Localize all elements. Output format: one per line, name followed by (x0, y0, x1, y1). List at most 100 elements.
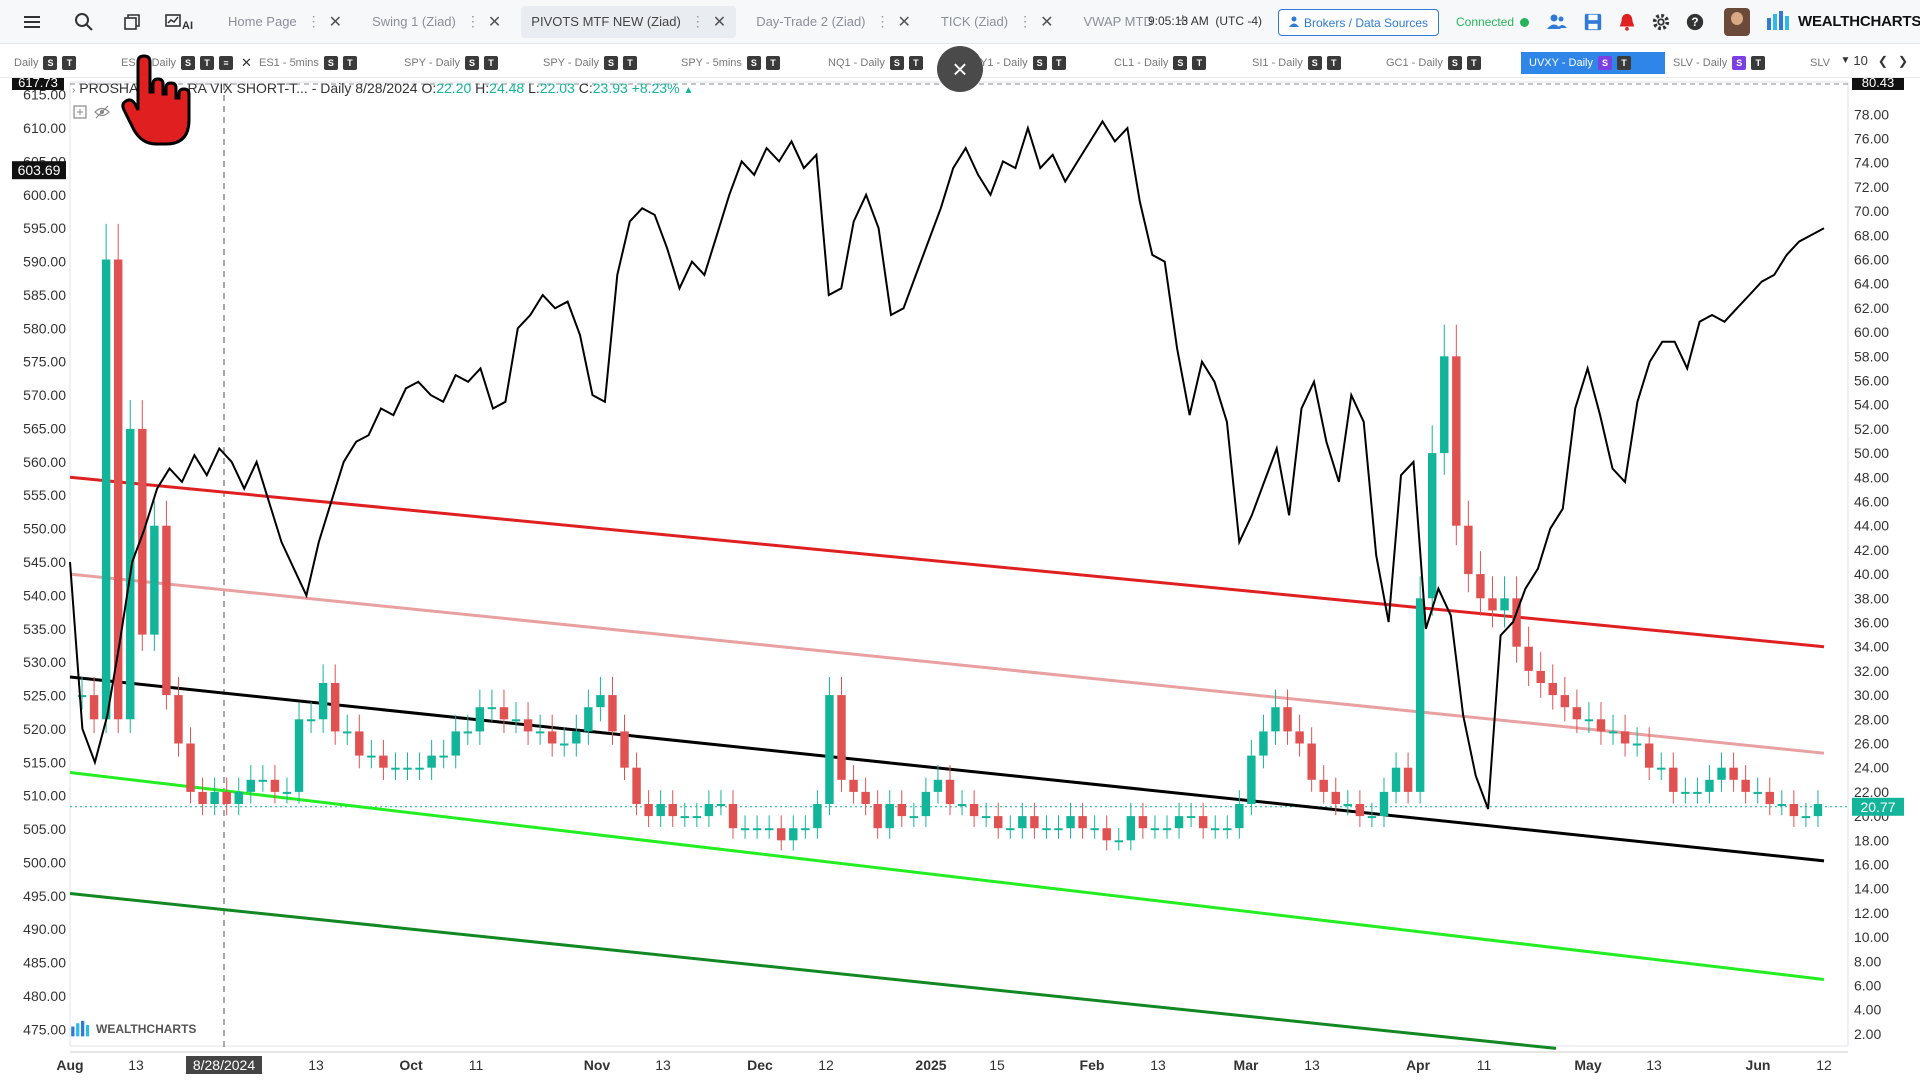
sync-t-badge[interactable]: T (765, 56, 780, 70)
close-tab-icon[interactable]: ✕ (328, 13, 343, 31)
chart-tab-active[interactable]: UVXY - Daily S T (1521, 52, 1665, 74)
sync-t-badge[interactable]: T (1616, 56, 1631, 70)
sync-t-badge[interactable]: T (484, 56, 499, 70)
more-icon[interactable]: ⋮ (875, 13, 890, 29)
sync-t-badge[interactable]: T (623, 56, 638, 70)
brokers-data-sources-button[interactable]: Brokers / Data Sources (1278, 9, 1440, 36)
sync-s-badge[interactable]: S (181, 56, 196, 70)
sync-t-badge[interactable]: T (200, 56, 215, 70)
sync-s-badge[interactable]: S (1447, 56, 1462, 70)
candle-body (620, 731, 629, 768)
sync-s-badge[interactable]: S (1307, 56, 1322, 70)
candle-body (1452, 356, 1461, 526)
chart-tab[interactable]: SPY - 5mins S T (681, 52, 780, 74)
layout-tab-daytrade[interactable]: Day-Trade 2 (Ziad) ⋮ ✕ (746, 6, 921, 38)
right-axis-tick: 24.00 (1854, 760, 1889, 776)
layout-tab-home[interactable]: Home Page ⋮ ✕ (218, 6, 352, 38)
trend-line[interactable] (69, 771, 1825, 981)
chart-tab[interactable]: SLV (1810, 52, 1830, 74)
windows-icon[interactable] (110, 0, 154, 44)
trend-lines[interactable] (69, 475, 1825, 1050)
sync-t-badge[interactable]: T (1751, 56, 1766, 70)
candle-body (1512, 598, 1521, 647)
sync-s-badge[interactable]: S (889, 56, 904, 70)
chart-panel[interactable]: 615.00610.00605.00600.00595.00590.00585.… (0, 78, 1920, 1080)
sync-s-badge[interactable]: S (1732, 56, 1747, 70)
chart-tab[interactable]: GC1 - Daily S T (1386, 52, 1481, 74)
sync-s-badge[interactable]: S (43, 56, 58, 70)
chart-tab[interactable]: SLV - Daily S T (1673, 52, 1766, 74)
right-top-price-label: 80.43 (1862, 78, 1895, 90)
chevron-left-icon[interactable]: ❮ (1877, 53, 1888, 68)
sync-s-badge[interactable]: S (465, 56, 480, 70)
hide-eye-icon[interactable] (94, 104, 110, 120)
search-icon[interactable] (62, 0, 106, 44)
sync-t-badge[interactable]: T (1192, 56, 1207, 70)
chart-tab[interactable]: ES1 - 5mins S T (259, 52, 357, 74)
legend-collapse-icon[interactable]: › (72, 85, 76, 96)
close-tab-icon[interactable]: ✕ (897, 13, 911, 31)
chart-tab[interactable]: SI1 - Daily S T (1252, 52, 1341, 74)
layout-tab-pivots[interactable]: PIVOTS MTF NEW (Ziad) ⋮ ✕ (521, 5, 737, 38)
trend-line[interactable] (69, 892, 1557, 1050)
bell-icon[interactable] (1616, 11, 1638, 33)
settings-badge[interactable]: ≡ (219, 56, 234, 70)
right-axis-tick: 14.00 (1854, 881, 1889, 897)
layout-tab-vwap[interactable]: VWAP MTD (1074, 6, 1163, 38)
sync-s-badge[interactable]: S (1597, 56, 1612, 70)
help-icon[interactable]: ? (1684, 11, 1706, 33)
price-chart[interactable]: 615.00610.00605.00600.00595.00590.00585.… (0, 78, 1920, 1080)
add-tab-button[interactable]: + (1176, 10, 1189, 32)
candle-body (909, 816, 919, 819)
close-chart-tab-icon[interactable]: ✕ (241, 55, 252, 70)
close-tab-icon[interactable]: ✕ (1040, 13, 1054, 31)
candle-body (825, 695, 834, 804)
chart-tab[interactable]: CL1 - Daily S T (1114, 52, 1207, 74)
chart-tab-label: NQ1 - Daily (828, 57, 885, 69)
sync-t-badge[interactable]: T (908, 56, 923, 70)
chart-tab[interactable]: SPY - Daily S T (404, 52, 499, 74)
sync-t-badge[interactable]: T (62, 56, 77, 70)
avatar[interactable] (1724, 8, 1750, 36)
ai-chart-icon[interactable]: AI (158, 0, 198, 44)
sync-s-badge[interactable]: S (323, 56, 338, 70)
clock-time: 9:05:13 AM (1148, 14, 1209, 28)
chart-watermark: WEALTHCHARTS (70, 1020, 196, 1038)
save-icon[interactable] (1582, 11, 1604, 33)
sync-t-badge[interactable]: T (1466, 56, 1481, 70)
close-tab-icon[interactable]: ✕ (487, 13, 502, 31)
more-icon[interactable]: ⋮ (690, 13, 705, 29)
layout-tab-tick[interactable]: TICK (Ziad) ⋮ ✕ (931, 6, 1064, 38)
users-icon[interactable] (1546, 11, 1568, 33)
chart-tab[interactable]: ES1 - Daily S T ≡ ✕ (121, 52, 252, 74)
chart-tab[interactable]: Y1 - Daily S T (980, 52, 1066, 74)
add-indicator-icon[interactable] (72, 104, 88, 120)
hamburger-icon[interactable] (10, 0, 54, 44)
more-icon[interactable]: ⋮ (465, 13, 480, 29)
more-icon[interactable]: ⋮ (306, 13, 321, 29)
left-axis-tick: 555.00 (23, 487, 66, 503)
trend-line[interactable] (69, 475, 1825, 649)
right-axis-tick: 6.00 (1854, 978, 1881, 994)
sync-s-badge[interactable]: S (1173, 56, 1188, 70)
brand-name: WEALTHCHARTS (1798, 12, 1920, 30)
tabs-overflow-button[interactable]: ▼ 10 ❮ ❯ (1841, 53, 1909, 68)
chart-tab[interactable]: NQ1 - Daily S T (828, 52, 923, 74)
trend-line[interactable] (69, 675, 1825, 863)
close-tab-icon[interactable]: ✕ (712, 13, 727, 31)
chart-tab[interactable]: Daily S T (14, 52, 77, 74)
chevron-right-icon[interactable]: ❯ (1897, 53, 1908, 68)
sync-t-badge[interactable]: T (1051, 56, 1066, 70)
sync-s-badge[interactable]: S (1032, 56, 1047, 70)
close-icon[interactable]: × (937, 46, 983, 92)
more-icon[interactable]: ⋮ (1018, 13, 1033, 29)
layout-tab-swing[interactable]: Swing 1 (Ziad) ⋮ ✕ (362, 6, 511, 38)
chart-tab[interactable]: SPY - Daily S T (543, 52, 638, 74)
sync-t-badge[interactable]: T (342, 56, 357, 70)
candle-body (162, 525, 171, 696)
sync-t-badge[interactable]: T (1326, 56, 1341, 70)
gear-icon[interactable] (1650, 11, 1672, 33)
trend-line[interactable] (69, 572, 1825, 755)
sync-s-badge[interactable]: S (604, 56, 619, 70)
sync-s-badge[interactable]: S (746, 56, 761, 70)
